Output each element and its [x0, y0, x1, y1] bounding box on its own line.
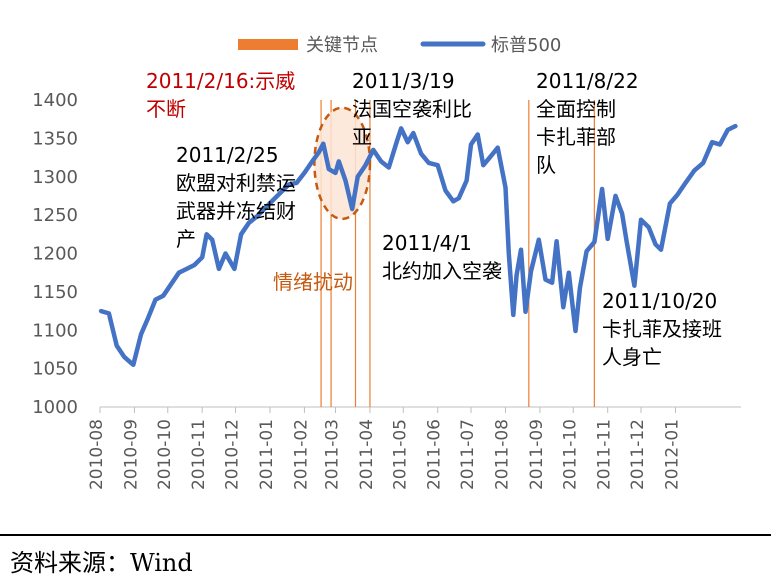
x-tick-label: 2011-12 [628, 419, 648, 490]
y-tick-label: 1250 [32, 205, 78, 226]
chart-svg: 关键节点 标普500 1000 1050 1100 1150 1200 1250 1300 13… [32, 35, 741, 490]
annotation-text: 欧盟对利禁运 [176, 171, 296, 195]
y-tick-label: 1400 [32, 90, 78, 111]
y-tick-label: 1300 [32, 167, 78, 188]
legend-label-key-events: 关键节点 [306, 35, 378, 56]
annotation-text: 2011/4/1 [382, 231, 472, 255]
annotation-text: 情绪扰动 [273, 270, 353, 294]
annotation-text: 武器并冻结财 [176, 199, 296, 223]
x-tick-label: 2011-11 [595, 419, 615, 490]
legend-label-sp500: 标普500 [491, 35, 561, 56]
series-layer [98, 123, 738, 368]
annotation-text: 2011/10/20 [602, 289, 717, 313]
annotation-text: 法国空袭利比 [352, 97, 472, 121]
y-tick-label: 1050 [32, 359, 78, 380]
sp500-chart: 关键节点 标普500 1000 1050 1100 1150 1200 1250 1300 13… [32, 35, 741, 490]
annotation-text: 2011/8/22 [536, 69, 639, 93]
annotation-text: 北约加入空袭 [382, 259, 502, 283]
annotation-text: 2011/2/16:示威 [146, 69, 295, 93]
annotation-text: 人身亡 [602, 345, 662, 369]
x-tick-label: 2011-04 [357, 419, 377, 490]
source-divider [0, 534, 771, 536]
y-tick-label: 1000 [32, 397, 78, 418]
annotation-text: 亚 [352, 125, 372, 149]
y-tick-label: 1350 [32, 128, 78, 149]
x-tick-label: 2012-01 [662, 419, 682, 490]
legend: 关键节点 标普500 [238, 35, 561, 56]
x-tick-label: 2011-06 [425, 419, 445, 490]
x-tick-label: 2011-09 [527, 419, 547, 490]
x-tick-label: 2010-09 [121, 419, 141, 490]
axes: 1000 1050 1100 1150 1200 1250 1300 1350 1400 2010… [32, 90, 741, 490]
x-tick-label: 2011-05 [390, 419, 410, 490]
annotation-text: 2011/3/19 [352, 69, 455, 93]
source-note: 资料来源：Wind [10, 549, 193, 577]
x-tick-label: 2011-02 [291, 419, 311, 490]
x-tick-label: 2010-12 [223, 419, 243, 490]
x-tick-label: 2010-10 [155, 419, 175, 490]
x-tick-label: 2011-03 [323, 419, 343, 490]
annotation-text: 不断 [146, 97, 186, 121]
y-tick-label: 1150 [32, 282, 78, 303]
x-tick-label: 2010-08 [87, 419, 107, 490]
annotation-text: 卡扎菲部 [536, 125, 616, 149]
legend-swatch-key-events [238, 39, 298, 50]
x-tick-label: 2011-10 [560, 419, 580, 490]
x-tick-label: 2011-01 [257, 419, 277, 490]
x-tick-label: 2010-11 [189, 419, 209, 490]
annotation-text: 全面控制 [536, 97, 616, 121]
series-line-sp500 [98, 123, 738, 368]
x-tick-label: 2011-07 [458, 419, 478, 490]
y-tick-label: 1200 [32, 244, 78, 265]
annotation-text: 队 [536, 153, 556, 177]
annotation-text: 卡扎菲及接班 [602, 317, 722, 341]
annotation-text: 2011/2/25 [176, 143, 279, 167]
annotation-text: 产 [176, 227, 196, 251]
x-tick-label: 2011-08 [492, 419, 512, 490]
y-tick-label: 1100 [32, 320, 78, 341]
